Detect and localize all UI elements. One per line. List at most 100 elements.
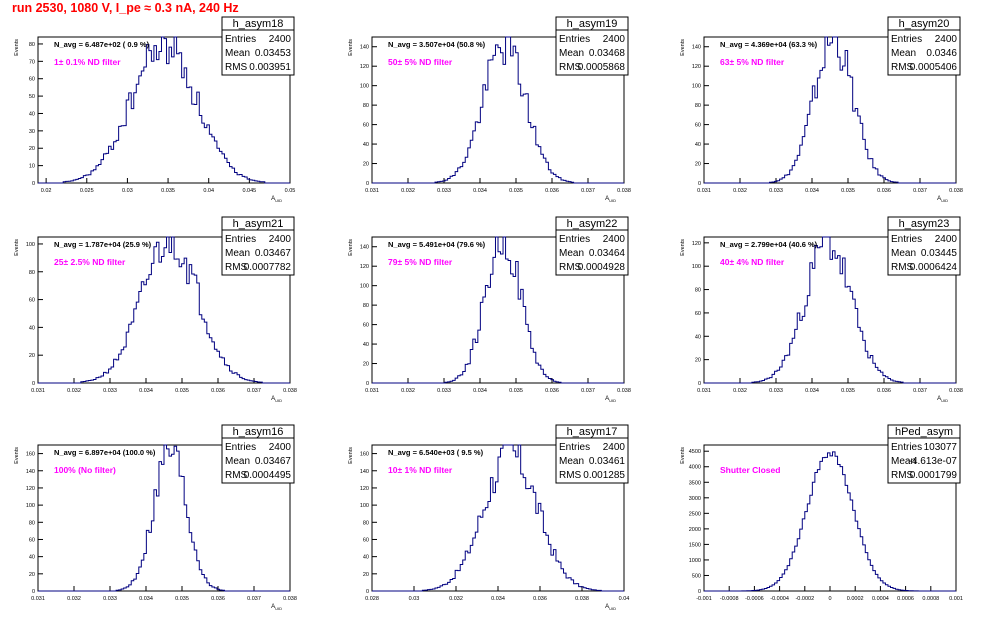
stats-mean-value: 0.03445 bbox=[921, 248, 958, 259]
panel-h_asym21: 0 20 40 60 80 100 0.031 0.032 0.033 0.034 0.035 0.0… bbox=[14, 216, 297, 403]
y-tick-label: 80 bbox=[363, 520, 369, 526]
panel-hPed_asym: 0 500 1000 1500 2000 2500 3000 3500 4000 4500 -0.0… bbox=[680, 424, 963, 602]
y-tick-label: 50 bbox=[29, 94, 35, 100]
x-tick-label: 0.035 bbox=[175, 596, 189, 602]
filter-label: 25± 2.5% ND filter bbox=[54, 257, 126, 267]
x-axis-title-subscript: UID bbox=[275, 398, 282, 403]
navg-label: N_avg = 6.540e+03 ( 9.5 %) bbox=[388, 448, 484, 457]
y-tick-label: 120 bbox=[360, 486, 369, 492]
stats-frame bbox=[221, 424, 295, 484]
stats-entries-value: 2400 bbox=[935, 234, 958, 245]
x-tick-label: 0.032 bbox=[449, 596, 463, 602]
x-tick-label: 0.033 bbox=[103, 596, 117, 602]
filter-label: 1± 0.1% ND filter bbox=[54, 57, 121, 67]
x-tick-label: 0.038 bbox=[617, 188, 631, 194]
filter-label: 79± 5% ND filter bbox=[388, 257, 453, 267]
y-tick-label: 140 bbox=[692, 45, 701, 51]
x-tick-label: 0.033 bbox=[769, 188, 783, 194]
x-tick-label: 0.033 bbox=[437, 188, 451, 194]
x-tick-label: 0.031 bbox=[697, 188, 711, 194]
stats-entries-label: Entries bbox=[559, 234, 590, 245]
x-axis-title-subscript: UID bbox=[609, 606, 616, 611]
stats-entries-label: Entries bbox=[891, 442, 922, 453]
y-tick-label: 30 bbox=[29, 129, 35, 135]
y-tick-label: 20 bbox=[29, 572, 35, 578]
stats-rms-label: RMS bbox=[225, 470, 248, 481]
y-tick-label: 60 bbox=[363, 537, 369, 543]
x-tick-label: 0.033 bbox=[769, 388, 783, 394]
x-tick-label: 0.035 bbox=[161, 188, 175, 194]
x-tick-label: 0.0004 bbox=[872, 596, 889, 602]
x-tick-label: 0.038 bbox=[283, 596, 297, 602]
stats-mean-value: 0.0346 bbox=[926, 48, 957, 59]
x-tick-label: -0.0002 bbox=[795, 596, 814, 602]
y-tick-label: 60 bbox=[363, 123, 369, 129]
stats-entries-label: Entries bbox=[559, 442, 590, 453]
stats-entries-value: 2400 bbox=[269, 34, 292, 45]
y-tick-label: 20 bbox=[695, 358, 701, 364]
navg-label: N_avg = 5.491e+04 (79.6 %) bbox=[388, 240, 486, 249]
histogram-line bbox=[38, 444, 290, 592]
x-tick-label: 0.05 bbox=[285, 188, 296, 194]
y-tick-label: 160 bbox=[360, 452, 369, 458]
y-tick-label: 2000 bbox=[689, 527, 701, 533]
filter-label: 40± 4% ND filter bbox=[720, 257, 785, 267]
run-title: run 2530, 1080 V, I_pe ≈ 0.3 nA, 240 Hz bbox=[12, 1, 239, 15]
x-axis-title: AUID bbox=[271, 604, 282, 611]
x-tick-label: 0.0008 bbox=[922, 596, 939, 602]
stats-mean-label: Mean bbox=[559, 456, 584, 467]
y-tick-label: 120 bbox=[692, 241, 701, 247]
y-tick-label: 80 bbox=[363, 103, 369, 109]
x-tick-label: -0.0006 bbox=[745, 596, 764, 602]
stats-title: h_asym18 bbox=[233, 18, 284, 30]
stats-box: h_asym20 Entries 2400 Mean 0.0346 RMS0.000540… bbox=[887, 16, 961, 76]
filter-label: Shutter Closed bbox=[720, 465, 780, 475]
stats-entries-label: Entries bbox=[891, 34, 922, 45]
histogram-line bbox=[372, 444, 624, 592]
y-axis-title: Events bbox=[680, 39, 686, 56]
stats-frame bbox=[555, 424, 629, 484]
stats-entries-value: 103077 bbox=[924, 442, 958, 453]
y-tick-label: 4000 bbox=[689, 465, 701, 471]
stats-rms-value: 0.001285 bbox=[583, 470, 625, 481]
stats-rms-label: RMS bbox=[559, 262, 582, 273]
stats-title: h_asym21 bbox=[233, 218, 284, 230]
x-tick-label: 0.037 bbox=[247, 388, 261, 394]
y-axis-title: Events bbox=[14, 447, 20, 464]
stats-mean-value: 0.03461 bbox=[589, 456, 626, 467]
x-axis-title-subscript: UID bbox=[275, 198, 282, 203]
panel-h_asym20: 0 20 40 60 80 100 120 140 0.031 0.032 0.033 0.034 0.… bbox=[680, 16, 963, 203]
x-tick-label: 0.031 bbox=[31, 596, 45, 602]
y-tick-label: 40 bbox=[363, 342, 369, 348]
x-tick-label: 0.031 bbox=[31, 388, 45, 394]
y-tick-label: 60 bbox=[29, 537, 35, 543]
x-tick-label: 0.028 bbox=[365, 596, 379, 602]
x-tick-label: 0.037 bbox=[913, 188, 927, 194]
stats-rms-value: 0.0005868 bbox=[578, 62, 626, 73]
stats-rms-value: 0.0007782 bbox=[244, 262, 292, 273]
x-axis-title: AUID bbox=[271, 196, 282, 203]
y-tick-label: 20 bbox=[363, 162, 369, 168]
y-tick-label: 3500 bbox=[689, 480, 701, 486]
stats-mean-value: 0.03467 bbox=[255, 456, 292, 467]
y-tick-label: 60 bbox=[695, 311, 701, 317]
y-axis-title: Events bbox=[680, 239, 686, 256]
y-tick-label: 160 bbox=[26, 452, 35, 458]
x-tick-label: 0 bbox=[828, 596, 831, 602]
y-tick-label: 40 bbox=[695, 334, 701, 340]
plot-frame bbox=[371, 36, 625, 184]
x-tick-label: 0.031 bbox=[697, 388, 711, 394]
y-axis-title: Events bbox=[348, 39, 354, 56]
x-tick-label: 0.037 bbox=[913, 388, 927, 394]
stats-rms-label: RMS bbox=[225, 62, 248, 73]
y-tick-label: 40 bbox=[363, 142, 369, 148]
x-axis-title-subscript: UID bbox=[609, 198, 616, 203]
y-tick-label: 3000 bbox=[689, 496, 701, 502]
x-tick-label: 0.034 bbox=[473, 188, 487, 194]
panel-h_asym22: 0 20 40 60 80 100 120 140 0.031 0.032 0.033 0.034 0.… bbox=[348, 216, 631, 403]
stats-box: h_asym16 Entries 2400 Mean 0.03467 RMS0.00044… bbox=[221, 424, 295, 484]
x-tick-label: 0.034 bbox=[139, 388, 153, 394]
y-axis-title: Events bbox=[14, 239, 20, 256]
x-tick-label: 0.033 bbox=[437, 388, 451, 394]
stats-entries-value: 2400 bbox=[935, 34, 958, 45]
